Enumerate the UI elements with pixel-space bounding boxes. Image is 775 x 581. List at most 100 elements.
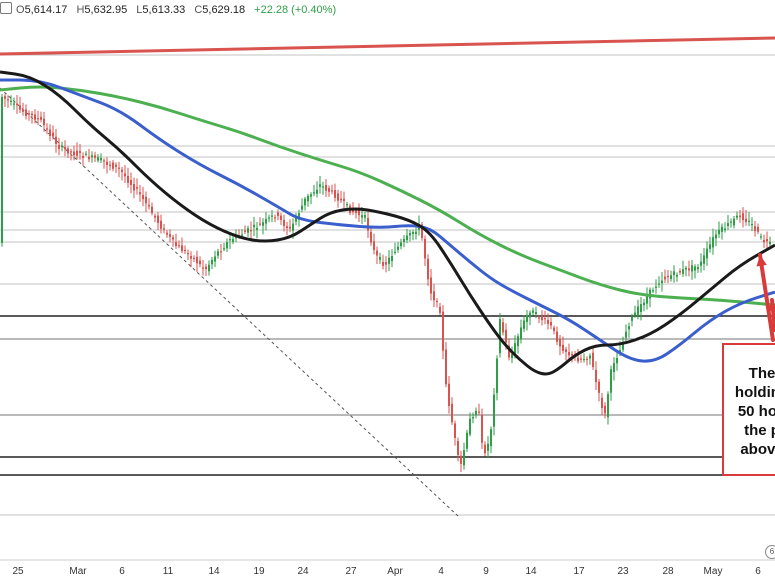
candle-body [703,255,705,264]
candle-body [244,230,246,232]
candle-body [430,277,432,294]
candle-body [610,369,612,393]
candle-body [412,232,414,234]
candle-body [538,317,540,319]
x-tick-label: 19 [253,566,265,577]
candle-body [373,241,375,251]
candle-body [466,432,468,449]
candle-body [25,109,27,116]
candle-body [598,381,600,393]
candle-body [115,164,117,167]
x-tick-label: 14 [525,566,537,577]
candle-body [268,217,270,219]
candle-body [469,418,471,435]
candle-body [709,244,711,249]
candle-body [616,357,618,364]
candle-body [94,155,96,158]
candle-body [382,261,384,266]
candle-body [241,234,243,236]
candle-body [760,236,762,238]
candle-body [58,144,60,149]
candle-body [43,118,45,126]
candle-body [394,251,396,253]
candle-body [496,358,498,394]
candle-body [586,358,588,361]
candle-body [331,190,333,192]
candle-body [64,146,66,150]
candle-body [313,192,315,194]
candle-body [169,234,171,237]
candle-body [757,226,759,232]
candle-body [415,231,417,235]
candle-body [22,109,24,112]
low-value: 5,613.33 [142,4,186,16]
candle-body [55,136,57,144]
candle-body [280,215,282,220]
candle-body [424,238,426,259]
candle-body [439,306,441,313]
x-tick-label: 17 [573,566,585,577]
dashed-trend-line[interactable] [0,87,459,517]
x-tick-label: 4 [438,566,444,577]
candle-body [259,223,261,225]
x-tick-label: Mar [69,566,87,577]
candle-body [37,118,39,120]
candle-body [295,217,297,222]
candle-body [220,251,222,253]
annotation-line: holding [734,384,775,401]
candle-body [178,245,180,247]
candle-body [508,345,510,358]
arrow-shaft [758,253,775,342]
candle-body [400,242,402,247]
candle-body [4,96,6,99]
candle-body [304,198,306,206]
chart-settings-icon[interactable]: 6 [765,545,775,559]
candle-body [442,311,444,351]
candle-body [421,224,423,238]
candle-body [685,267,687,270]
candle-body [559,338,561,347]
candle-body [109,164,111,167]
candle-body [196,256,198,264]
candle-body [217,251,219,256]
candle-body [88,156,90,160]
ohlc-header: O5,614.17 H5,632.95 L5,613.33 C5,629.18 … [0,2,342,18]
candle-body [667,275,669,278]
candle-body [613,363,615,373]
candle-body [739,215,741,218]
candle-body [277,212,279,216]
candle-body [454,423,456,438]
annotation-line: 50 hou [737,403,775,420]
candle-body [523,320,525,329]
candle-body [727,223,729,226]
candle-body [334,190,336,198]
symbol-icon[interactable] [0,2,12,14]
candle-body [535,311,537,315]
x-tick-label: 24 [297,566,309,577]
red-trend-line[interactable] [0,36,775,56]
candle-body [769,242,771,245]
candle-body [721,226,723,232]
candle-body [70,151,72,153]
x-tick-label: 9 [483,566,489,577]
candle-body [520,327,522,339]
candle-body [724,228,726,231]
candle-body [184,249,186,252]
black-moving-average-line [0,70,775,376]
candle-body [697,267,699,270]
candle-body [34,114,36,120]
candle-body [529,312,531,318]
candle-body [154,215,156,218]
candle-body [643,302,645,306]
candle-body [640,304,642,313]
candle-body [460,455,462,464]
candle-body [337,193,339,201]
candle-body [730,221,732,223]
candle-body [97,157,99,161]
candle-body [265,218,267,224]
candle-body [193,257,195,260]
candle-body [751,223,753,226]
candle-body [706,248,708,259]
candle-body [199,260,201,265]
